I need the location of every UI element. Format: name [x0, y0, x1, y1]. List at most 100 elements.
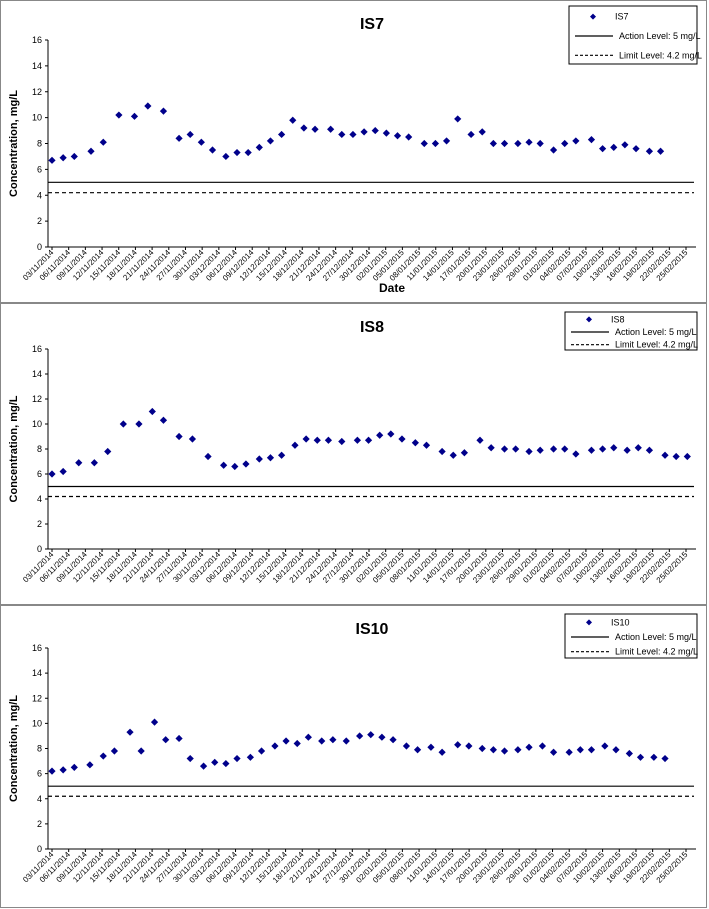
- data-point: [536, 446, 544, 454]
- chart-panel-is7: IS7 Concentration, mg/L 0 2 4 6 8 10 12 14 16 03/11…: [0, 0, 707, 303]
- data-point: [500, 139, 509, 148]
- y-tick-label: 0: [37, 242, 42, 252]
- legend-entry: Limit Level: 4.2 mg/L: [619, 50, 702, 60]
- data-point: [186, 754, 194, 763]
- data-point: [514, 746, 522, 754]
- data-point: [99, 138, 107, 146]
- data-point: [376, 431, 384, 439]
- y-tick-label: 6: [37, 769, 42, 779]
- data-point: [621, 141, 629, 149]
- data-point: [460, 449, 468, 457]
- data-point: [311, 125, 319, 133]
- y-tick-label: 0: [37, 544, 42, 554]
- data-point: [599, 145, 607, 153]
- y-tick-label: 12: [32, 394, 42, 404]
- data-point: [356, 732, 364, 740]
- data-point: [293, 739, 301, 748]
- data-point: [300, 124, 308, 132]
- x-axis-label: Date: [379, 281, 405, 295]
- data-point: [353, 436, 361, 444]
- data-point: [338, 437, 346, 446]
- data-point: [115, 111, 123, 119]
- y-tick-label: 16: [32, 35, 42, 45]
- data-point: [601, 742, 609, 750]
- data-point: [387, 430, 395, 438]
- data-point: [48, 470, 56, 478]
- data-point: [175, 734, 183, 743]
- data-point: [199, 762, 208, 770]
- data-point: [87, 147, 95, 155]
- legend-entry: Action Level: 5 mg/L: [615, 327, 697, 337]
- legend-entry: Limit Level: 4.2 mg/L: [615, 340, 698, 350]
- data-point: [329, 736, 337, 744]
- chart-title: IS10: [356, 621, 389, 638]
- y-tick-label: 14: [32, 668, 42, 678]
- data-point: [413, 746, 422, 754]
- data-point: [126, 728, 134, 736]
- y-tick-label: 10: [32, 113, 42, 123]
- legend-entry: IS10: [611, 617, 630, 627]
- data-point: [104, 447, 112, 456]
- data-point: [175, 432, 183, 441]
- y-tick-label: 4: [37, 190, 42, 200]
- data-point: [255, 143, 263, 151]
- data-point: [476, 436, 484, 444]
- legend-entry: Limit Level: 4.2 mg/L: [615, 647, 698, 657]
- y-tick-label: 2: [37, 216, 42, 226]
- data-point: [438, 447, 446, 456]
- data-point: [632, 145, 640, 153]
- y-tick-label: 16: [32, 643, 42, 653]
- data-point: [302, 435, 310, 443]
- data-point: [304, 733, 312, 741]
- data-point: [266, 137, 275, 145]
- data-point: [208, 146, 217, 154]
- y-tick-label: 6: [37, 469, 42, 479]
- data-point: [634, 444, 642, 452]
- data-point: [536, 139, 544, 148]
- data-point: [338, 130, 346, 139]
- data-point: [402, 742, 411, 750]
- legend-entry: Action Level: 5 mg/L: [615, 632, 697, 642]
- data-point: [645, 147, 654, 155]
- data-point: [454, 115, 462, 123]
- legend-marker: [586, 619, 592, 626]
- data-point: [242, 460, 250, 468]
- y-tick-label: 10: [32, 718, 42, 728]
- data-point: [650, 753, 658, 761]
- data-point: [282, 737, 290, 745]
- data-point: [342, 737, 350, 745]
- data-point: [478, 744, 486, 753]
- data-point: [257, 747, 266, 755]
- data-point: [612, 746, 620, 754]
- data-point: [289, 116, 297, 124]
- data-point: [204, 452, 212, 461]
- data-point: [454, 741, 462, 749]
- data-point: [572, 450, 580, 458]
- data-point: [244, 148, 252, 157]
- data-point: [119, 420, 127, 428]
- data-point: [382, 129, 390, 137]
- data-point: [487, 444, 495, 452]
- data-point: [549, 146, 558, 154]
- data-point: [291, 441, 299, 449]
- data-point: [222, 759, 230, 768]
- data-point: [186, 130, 194, 139]
- y-tick-label: 16: [32, 344, 42, 354]
- data-point: [233, 148, 241, 157]
- y-tick-label: 14: [32, 369, 42, 379]
- data-point: [371, 126, 379, 135]
- data-point: [90, 459, 98, 467]
- y-axis-label: Concentration, mg/L: [8, 695, 20, 802]
- data-point: [48, 767, 56, 775]
- data-point: [70, 763, 78, 771]
- y-tick-label: 0: [37, 844, 42, 854]
- data-point: [561, 445, 569, 453]
- y-tick-label: 8: [37, 139, 42, 149]
- data-point: [636, 753, 645, 761]
- data-point: [572, 137, 580, 145]
- data-point: [59, 467, 67, 476]
- data-point: [565, 748, 573, 756]
- data-point: [449, 451, 457, 459]
